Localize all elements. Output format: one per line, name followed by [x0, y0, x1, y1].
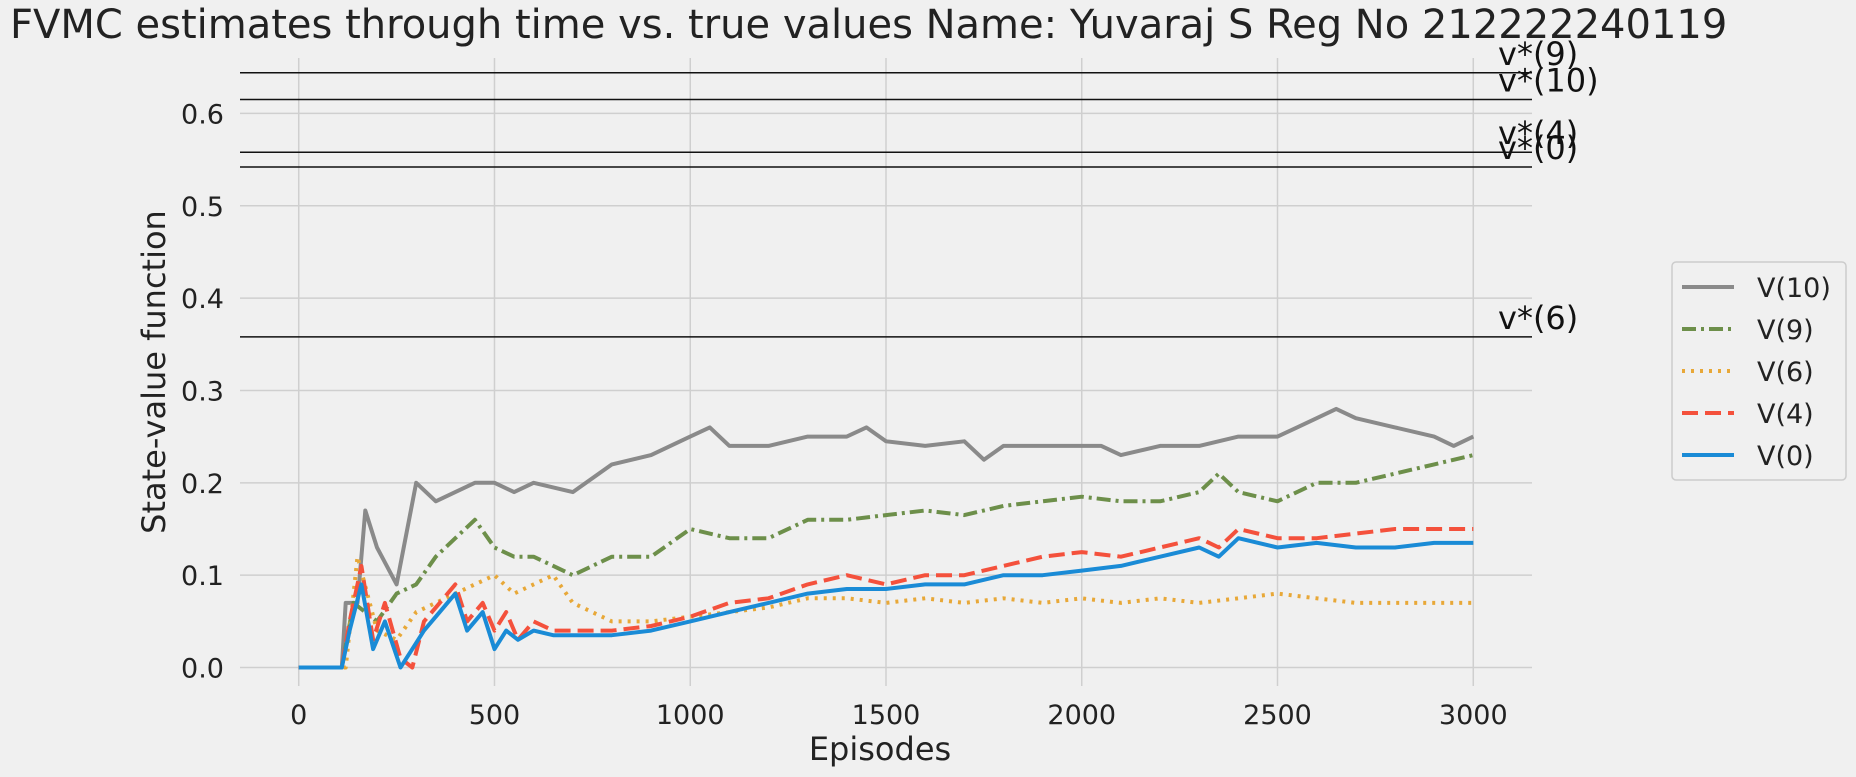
legend-label: V(10) [1757, 273, 1831, 304]
legend: V(10) V(9) V(6) V(4) V(0) [1671, 261, 1847, 481]
y-tick-label: 0.5 [181, 192, 224, 223]
legend-label: V(0) [1757, 441, 1814, 472]
series-line-v0 [298, 536, 1474, 670]
true-value-label: v*(4) [1498, 114, 1578, 152]
x-tick-label: 500 [469, 700, 521, 731]
x-tick-label: 3000 [1439, 700, 1508, 731]
y-axis-label: State-value function [135, 210, 173, 534]
legend-box [1671, 261, 1847, 481]
y-tick-label: 0.6 [181, 99, 224, 130]
x-tick-label: 1000 [656, 700, 725, 731]
y-tick-label: 0.3 [181, 376, 224, 407]
true-value-label: v*(6) [1498, 299, 1578, 337]
x-tick-label: 1500 [852, 700, 921, 731]
x-tick-label: 2500 [1243, 700, 1312, 731]
true-value-label: v*(10) [1498, 62, 1599, 100]
y-tick-label: 0.1 [181, 561, 224, 592]
y-tick-labels: 0.0 0.1 0.2 0.3 0.4 0.5 0.6 [181, 99, 224, 684]
y-tick-label: 0.0 [181, 654, 224, 685]
true-value-label: v*(9) [1498, 35, 1578, 73]
legend-label: V(9) [1757, 315, 1814, 346]
legend-label: V(6) [1757, 357, 1814, 388]
series-lines [298, 406, 1475, 670]
grid [240, 58, 1532, 686]
series-line-v10 [298, 406, 1475, 670]
x-axis-label: Episodes [809, 730, 951, 768]
y-tick-label: 0.4 [181, 284, 224, 315]
x-tick-labels: 0 500 1000 1500 2000 2500 3000 [290, 700, 1507, 731]
true-value-lines: v*(9)v*(10) v*(4)v*(0) v*(6) [240, 35, 1599, 338]
y-tick-label: 0.2 [181, 469, 224, 500]
series-line-v9 [298, 453, 1474, 670]
true-value-label: v*(0) [1498, 129, 1578, 167]
legend-label: V(4) [1757, 399, 1814, 430]
x-tick-label: 0 [290, 700, 307, 731]
chart-title: FVMC estimates through time vs. true val… [10, 2, 1727, 48]
series-line-v4 [298, 527, 1474, 670]
x-tick-label: 2000 [1047, 700, 1116, 731]
